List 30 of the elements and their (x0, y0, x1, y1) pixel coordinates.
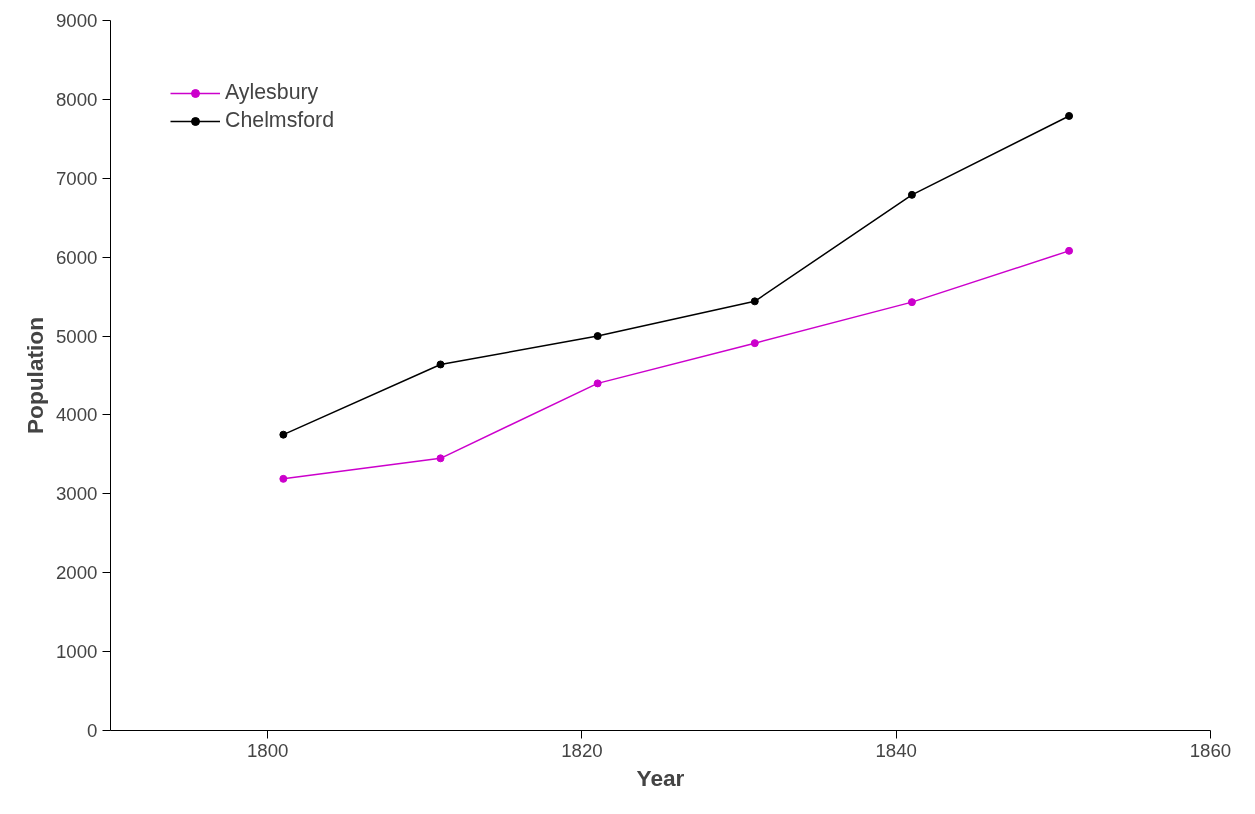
y-tick-label: 6000 (56, 246, 98, 268)
point (279, 430, 288, 439)
point (436, 360, 445, 369)
point (907, 190, 916, 199)
x-axis-title: Year (636, 764, 685, 791)
y-axis-title: Population (22, 316, 48, 435)
legend-label: Chelmsford (225, 108, 335, 133)
x-tick-label: 1860 (1189, 739, 1232, 761)
point (593, 332, 602, 341)
y-tick-label: 7000 (56, 167, 98, 189)
legend-label: Aylesbury (225, 80, 319, 105)
y-tick-label: 0 (87, 720, 98, 741)
y-tick-label: 8000 (56, 88, 98, 110)
y-tick-label: 4000 (56, 404, 98, 426)
point (436, 454, 445, 463)
point (750, 339, 759, 348)
y-tick-label: 9000 (56, 10, 98, 31)
point (279, 474, 288, 483)
point (907, 298, 916, 307)
x-tick-label: 1820 (561, 739, 603, 761)
y-tick-label: 5000 (56, 325, 98, 347)
point (593, 379, 602, 388)
y-tick-label: 3000 (56, 483, 98, 505)
x-tick-label: 1800 (246, 739, 289, 761)
y-tick-label: 1000 (56, 641, 98, 663)
point (1065, 246, 1074, 255)
x-tick-label: 1840 (875, 739, 917, 761)
point (1065, 111, 1074, 120)
y-tick-label: 2000 (56, 562, 98, 584)
point (750, 297, 759, 306)
